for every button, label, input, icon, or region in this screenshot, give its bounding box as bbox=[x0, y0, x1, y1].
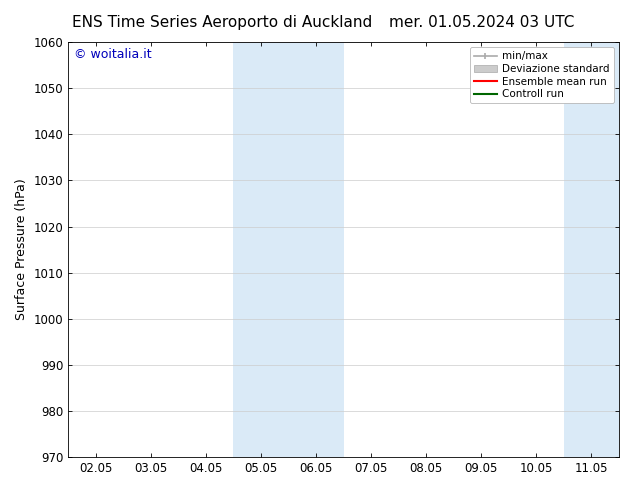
Y-axis label: Surface Pressure (hPa): Surface Pressure (hPa) bbox=[15, 179, 28, 320]
Text: ENS Time Series Aeroporto di Auckland: ENS Time Series Aeroporto di Auckland bbox=[72, 15, 372, 30]
Title: ENS Time Series Aeroporto di Auckland      mer. 01.05.2024 03 UTC: ENS Time Series Aeroporto di Auckland me… bbox=[0, 489, 1, 490]
Legend: min/max, Deviazione standard, Ensemble mean run, Controll run: min/max, Deviazione standard, Ensemble m… bbox=[470, 47, 614, 103]
Text: © woitalia.it: © woitalia.it bbox=[74, 49, 152, 61]
Bar bbox=[233, 42, 344, 457]
Bar bbox=[564, 42, 634, 457]
Text: mer. 01.05.2024 03 UTC: mer. 01.05.2024 03 UTC bbox=[389, 15, 574, 30]
